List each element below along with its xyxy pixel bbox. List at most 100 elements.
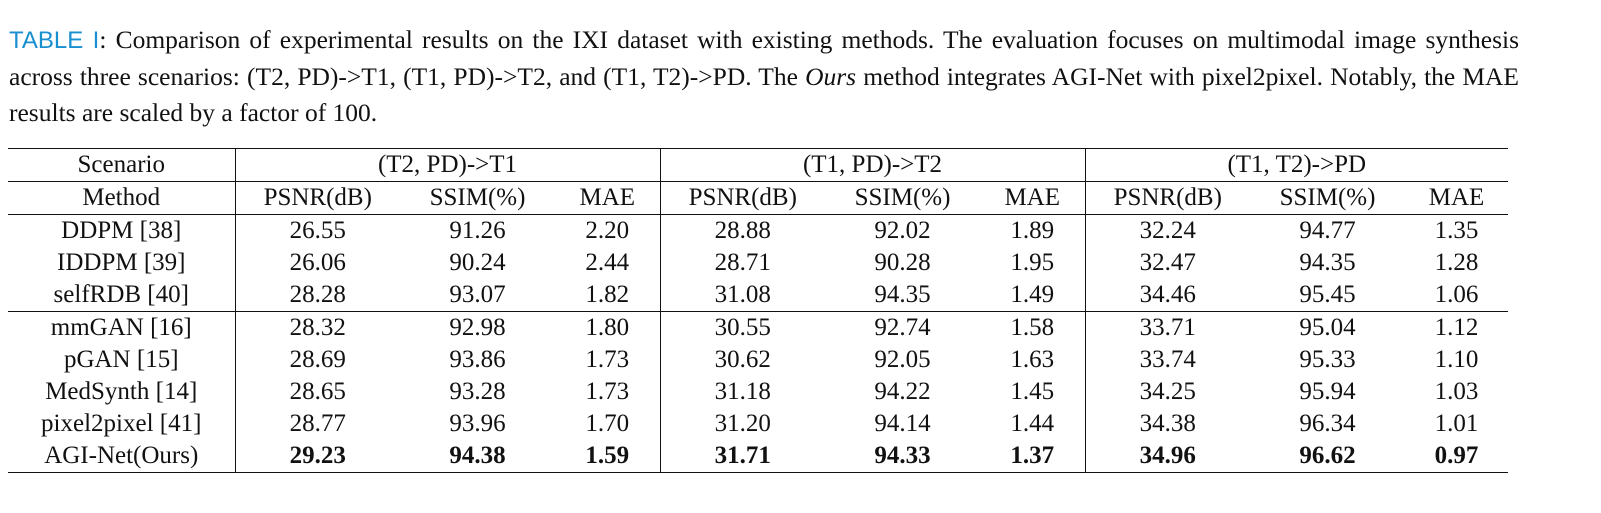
scenario-header: (T1, PD)->T2: [660, 148, 1086, 182]
value-cell: 1.70: [555, 408, 661, 440]
value-cell: 1.01: [1434, 410, 1479, 437]
value-cell: 1.03: [1434, 378, 1479, 405]
method-cell: IDDPM [39]: [8, 247, 236, 279]
caption-label: TABLE I: [9, 27, 100, 54]
value-cell: 92.05: [874, 346, 931, 373]
value-cell: 95.04: [1250, 311, 1405, 344]
table-row: Method PSNR(dB) SSIM(%) MAE PSNR(dB) SSIM(%) M…: [8, 181, 1508, 215]
value-cell: 28.71: [714, 249, 771, 276]
metric-header: SSIM(%): [400, 181, 555, 215]
caption-text: method integrates AGI-Net with pixel2pix…: [9, 62, 1520, 127]
value-cell: 34.38: [1139, 410, 1196, 437]
table-row: Scenario (T2, PD)->T1 (T1, PD)->T2 (T1, T2)…: [8, 148, 1508, 182]
scenario-header: (T2, PD)->T1: [235, 148, 661, 182]
caption-text: : Comparison of experimental results on …: [9, 25, 1520, 91]
metric-header: SSIM(%): [825, 181, 980, 215]
value-cell: 1.73: [555, 376, 661, 408]
value-cell: 92.98: [400, 311, 555, 344]
method-cell: MedSynth [14]: [8, 376, 236, 408]
value-cell: 95.45: [1299, 281, 1356, 308]
value-cell: 1.12: [1405, 311, 1508, 344]
method-cell: pGAN [15]: [8, 344, 236, 376]
method-cell: DDPM [38]: [8, 214, 236, 247]
value-cell: 28.69: [289, 346, 346, 373]
value-cell: 34.25: [1139, 378, 1196, 405]
value-cell: 31.08: [714, 281, 771, 308]
value-cell: 94.22: [874, 378, 931, 405]
value-cell: 1.82: [555, 279, 661, 312]
value-cell: 94.14: [874, 410, 931, 437]
value-cell: 92.74: [825, 311, 980, 344]
value-cell: 94.33: [825, 440, 980, 473]
metric-header: PSNR(dB): [235, 181, 400, 215]
value-cell: 34.46: [1139, 281, 1196, 308]
header-cell: Scenario: [8, 148, 236, 182]
caption-emph: Ours: [805, 62, 857, 91]
value-cell: 32.24: [1085, 214, 1250, 247]
value-cell: 2.44: [555, 247, 661, 279]
value-cell: 1.59: [555, 440, 661, 473]
value-cell: 93.96: [449, 410, 506, 437]
value-cell: 1.58: [980, 311, 1086, 344]
value-cell: 1.28: [1434, 249, 1479, 276]
table-row: selfRDB [40] 28.28 93.07 1.82 31.08 94.35 1.49…: [8, 279, 1508, 312]
method-cell: pixel2pixel [41]: [8, 408, 236, 440]
value-cell: 31.20: [714, 410, 771, 437]
value-cell: 1.49: [980, 279, 1086, 312]
value-cell: 2.20: [555, 214, 661, 247]
value-cell: 95.94: [1299, 378, 1356, 405]
value-cell: 94.35: [1299, 249, 1356, 276]
value-cell: 94.77: [1250, 214, 1405, 247]
table-row: MedSynth [14] 28.65 93.28 1.73 31.18 94.22 1.4…: [8, 376, 1508, 408]
value-cell: 91.26: [400, 214, 555, 247]
results-table: Scenario (T2, PD)->T1 (T1, PD)->T2 (T1, T2)…: [8, 148, 1508, 473]
value-cell: 31.18: [714, 378, 771, 405]
value-cell: 1.63: [980, 344, 1086, 376]
table-row: DDPM [38] 26.55 91.26 2.20 28.88 92.02 1.89 32.…: [8, 214, 1508, 247]
value-cell: 1.44: [980, 408, 1086, 440]
value-cell: 1.89: [980, 214, 1086, 247]
value-cell: 30.62: [714, 346, 771, 373]
value-cell: 1.35: [1405, 214, 1508, 247]
value-cell: 1.06: [1434, 281, 1479, 308]
value-cell: 1.37: [980, 440, 1086, 473]
value-cell: 26.55: [235, 214, 400, 247]
value-cell: 94.35: [874, 281, 931, 308]
method-cell: selfRDB [40]: [8, 279, 236, 312]
value-cell: 90.24: [449, 249, 506, 276]
value-cell: 32.47: [1139, 249, 1196, 276]
metric-header: MAE: [555, 181, 661, 215]
value-cell: 29.23: [235, 440, 400, 473]
value-cell: 90.28: [874, 249, 931, 276]
table-row: pixel2pixel [41] 28.77 93.96 1.70 31.20 94.14…: [8, 408, 1508, 440]
value-cell: 31.71: [660, 440, 825, 473]
value-cell: 96.34: [1299, 410, 1356, 437]
value-cell: 93.28: [449, 378, 506, 405]
metric-header: MAE: [1405, 181, 1508, 215]
value-cell: 94.38: [400, 440, 555, 473]
value-cell: 92.02: [825, 214, 980, 247]
metric-header: MAE: [980, 181, 1086, 215]
scenario-header: (T1, T2)->PD: [1085, 148, 1508, 182]
value-cell: 1.10: [1434, 346, 1479, 373]
value-cell: 28.88: [660, 214, 825, 247]
metric-header: SSIM(%): [1250, 181, 1405, 215]
value-cell: 1.45: [980, 376, 1086, 408]
metric-header: PSNR(dB): [1085, 181, 1250, 215]
value-cell: 1.95: [980, 247, 1086, 279]
value-cell: 28.32: [235, 311, 400, 344]
value-cell: 33.74: [1139, 346, 1196, 373]
value-cell: 0.97: [1405, 440, 1508, 473]
value-cell: 26.06: [289, 249, 346, 276]
value-cell: 95.33: [1299, 346, 1356, 373]
value-cell: 93.07: [449, 281, 506, 308]
value-cell: 28.77: [289, 410, 346, 437]
value-cell: 30.55: [660, 311, 825, 344]
table-row: mmGAN [16] 28.32 92.98 1.80 30.55 92.74 1.58 33…: [8, 311, 1508, 344]
value-cell: 28.28: [289, 281, 346, 308]
value-cell: 34.96: [1085, 440, 1250, 473]
value-cell: 33.71: [1085, 311, 1250, 344]
value-cell: 96.62: [1250, 440, 1405, 473]
table-row: pGAN [15] 28.69 93.86 1.73 30.62 92.05 1.63 33.…: [8, 344, 1508, 376]
